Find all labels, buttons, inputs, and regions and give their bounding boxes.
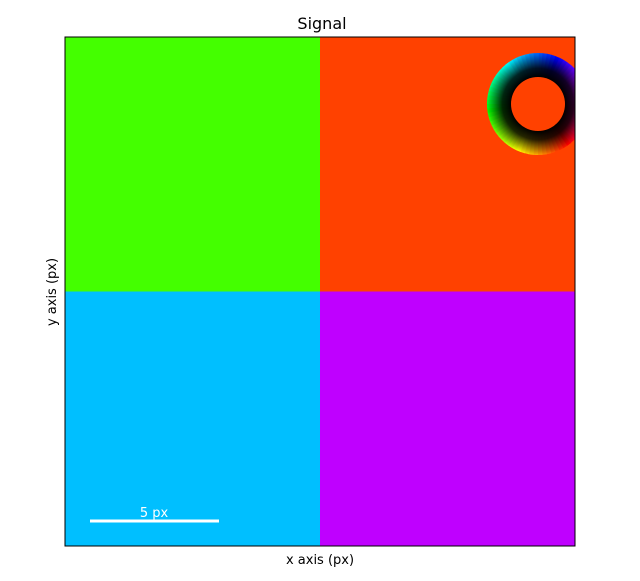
y-axis-label: y axis (px) (45, 258, 60, 326)
scale-bar: 5 px (90, 506, 219, 523)
heatmap-cell-r1-c1 (320, 291, 575, 546)
chart-title: Signal (297, 14, 346, 33)
plot-area: 5 px (65, 37, 575, 546)
heatmap-cell-r0-c0 (65, 37, 321, 292)
heatmap-cell-r1-c0 (65, 291, 321, 546)
color-wheel-center (511, 77, 565, 131)
scale-bar-label: 5 px (140, 506, 169, 521)
plot-frame (64, 36, 576, 547)
color-wheel (487, 52, 575, 155)
x-axis-label: x axis (px) (286, 553, 354, 568)
